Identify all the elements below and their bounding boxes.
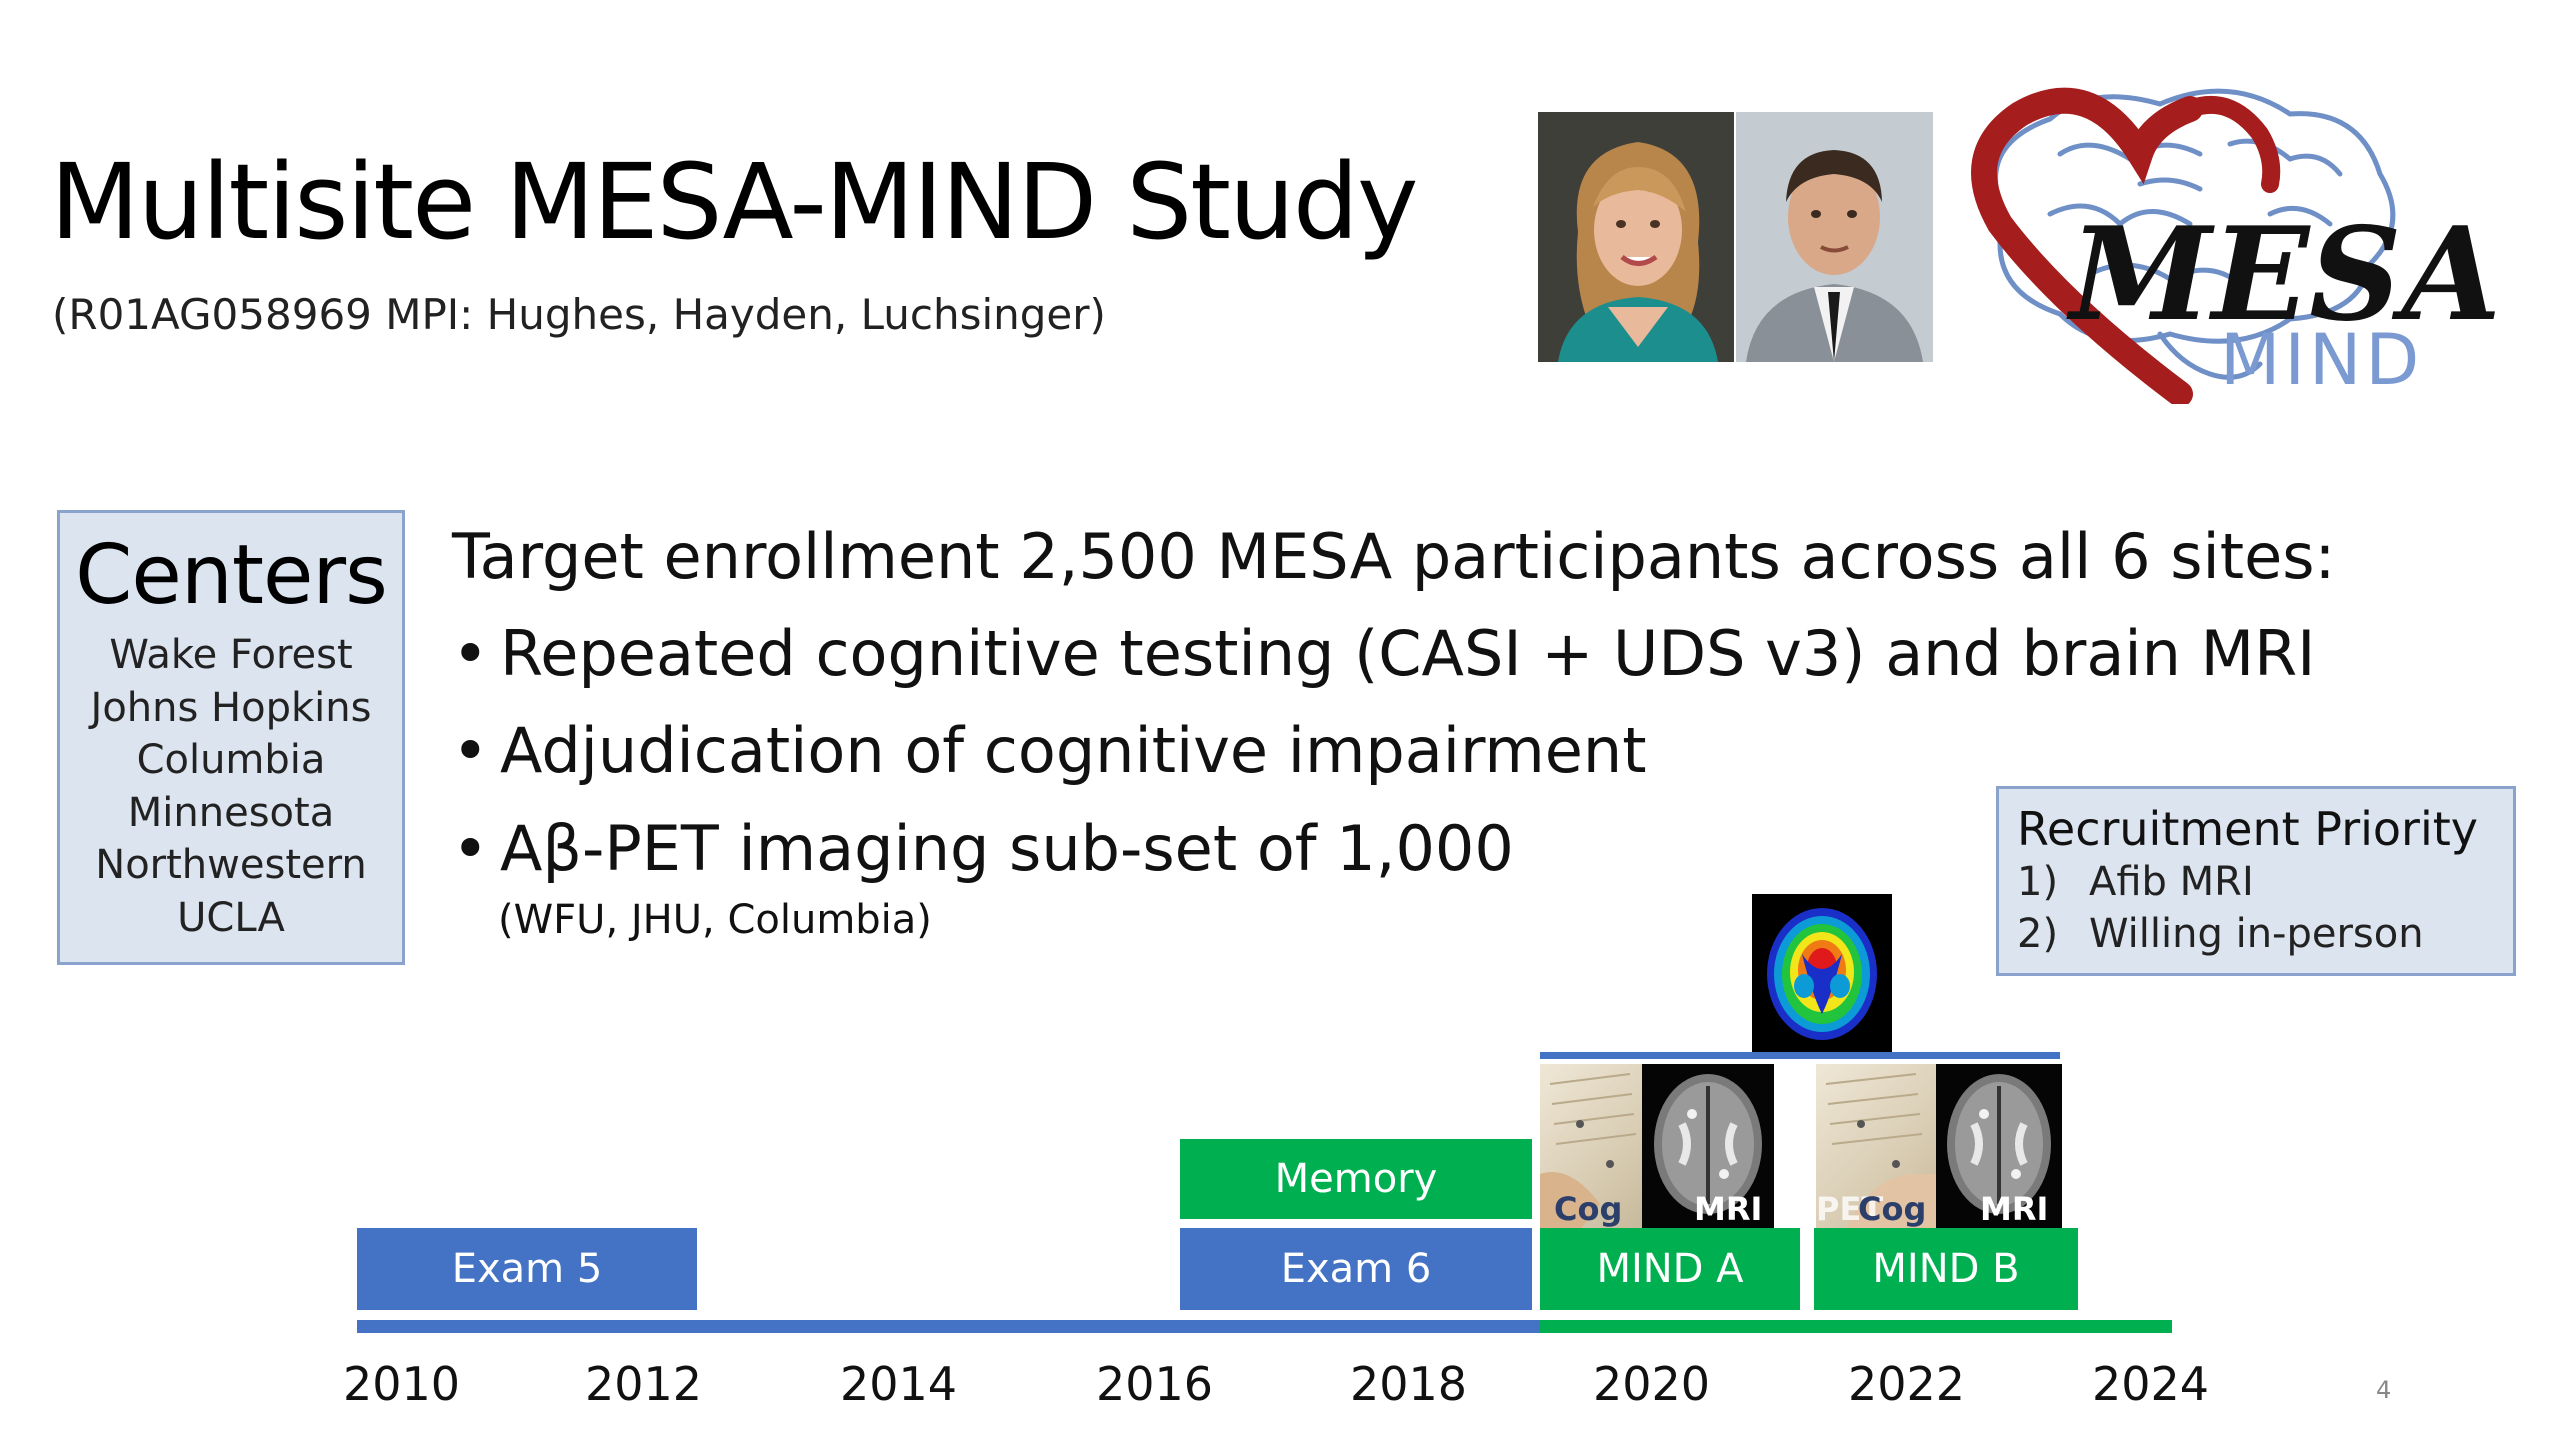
target-enrollment: Target enrollment 2,500 MESA participant… — [452, 520, 2336, 593]
exam5-bar: Exam 5 — [357, 1228, 697, 1310]
bullet-symbol: • — [452, 617, 489, 690]
cog-label: Cog — [1858, 1190, 1927, 1228]
center-item: Johns Hopkins — [90, 684, 372, 731]
page-number: 4 — [2376, 1376, 2392, 1404]
pet-label: PET — [1816, 1190, 1884, 1228]
center-item: Wake Forest — [109, 632, 353, 679]
timeline-axis-green — [1540, 1320, 2172, 1333]
investigator-photo-woman — [1538, 112, 1734, 362]
bullet-text: Aβ-PET imaging sub-set of 1,000 — [500, 812, 1514, 885]
bullet-cognitive-testing: • Repeated cognitive testing (CASI + UDS … — [452, 617, 2315, 690]
cognitive-test-image-a: Cog — [1540, 1064, 1642, 1230]
bullet-symbol: • — [452, 812, 489, 885]
year-label: 2010 — [343, 1357, 461, 1411]
year-label: 2024 — [2092, 1357, 2210, 1411]
year-label: 2020 — [1593, 1357, 1711, 1411]
bullet-adjudication: • Adjudication of cognitive impairment — [452, 714, 1647, 787]
year-label: 2012 — [585, 1357, 703, 1411]
center-item: Columbia — [136, 737, 326, 784]
year-label: 2018 — [1350, 1357, 1468, 1411]
mri-image-b: MRI — [1936, 1064, 2062, 1230]
mesa-mind-logo: MESA MIND — [1940, 64, 2520, 407]
investigator-photo-man — [1736, 112, 1933, 362]
mri-label: MRI — [1980, 1190, 2049, 1228]
bullet-text: Adjudication of cognitive impairment — [500, 714, 1647, 787]
year-label: 2022 — [1848, 1357, 1966, 1411]
mri-label: MRI — [1694, 1190, 1763, 1228]
recruitment-number: 2) — [2017, 910, 2059, 957]
bullet-symbol: • — [452, 714, 489, 787]
mri-image-a: MRI — [1642, 1064, 1774, 1230]
year-label: 2016 — [1096, 1357, 1214, 1411]
recruitment-number: 1) — [2017, 858, 2059, 905]
pet-sites-note: (WFU, JHU, Columbia) — [498, 897, 932, 943]
year-label: 2014 — [840, 1357, 958, 1411]
pet-bracket-line — [1540, 1052, 2060, 1059]
center-item: Northwestern — [95, 842, 367, 889]
recruitment-title: Recruitment Priority — [2017, 802, 2479, 856]
cog-label: Cog — [1554, 1190, 1623, 1228]
center-item: Minnesota — [127, 789, 335, 836]
cognitive-test-image-b: PET Cog — [1816, 1064, 1936, 1230]
recruitment-item: 1) Afib MRI — [2017, 856, 2513, 908]
recruitment-item: 2) Willing in-person — [2017, 908, 2513, 960]
centers-box: Centers Wake Forest Johns Hopkins Columb… — [57, 510, 405, 965]
recruitment-priority-box: Recruitment Priority 1) Afib MRI 2) Willin… — [1996, 786, 2516, 976]
memory-bar: Memory — [1180, 1139, 1532, 1219]
centers-title: Centers — [75, 528, 388, 623]
center-item: UCLA — [177, 894, 285, 941]
exam6-bar: Exam 6 — [1180, 1228, 1532, 1310]
slide-subtitle: (R01AG058969 MPI: Hughes, Hayden, Luchsi… — [52, 290, 1106, 339]
logo-subword: MIND — [2220, 319, 2423, 401]
recruitment-text: Afib MRI — [2089, 858, 2254, 905]
bullet-pet-imaging: • Aβ-PET imaging sub-set of 1,000 — [452, 812, 1514, 885]
slide-title: Multisite MESA-MIND Study — [50, 141, 1418, 263]
timeline-axis-blue — [357, 1320, 1540, 1333]
centers-list: Wake Forest Johns Hopkins Columbia Minne… — [60, 629, 402, 944]
mind-a-bar: MIND A — [1540, 1228, 1800, 1310]
logo-word: MESA — [2066, 200, 2501, 350]
bullet-text: Repeated cognitive testing (CASI + UDS v… — [500, 617, 2316, 690]
recruitment-text: Willing in-person — [2089, 910, 2424, 957]
mind-b-bar: MIND B — [1814, 1228, 2078, 1310]
pet-scan-image — [1752, 894, 1892, 1054]
